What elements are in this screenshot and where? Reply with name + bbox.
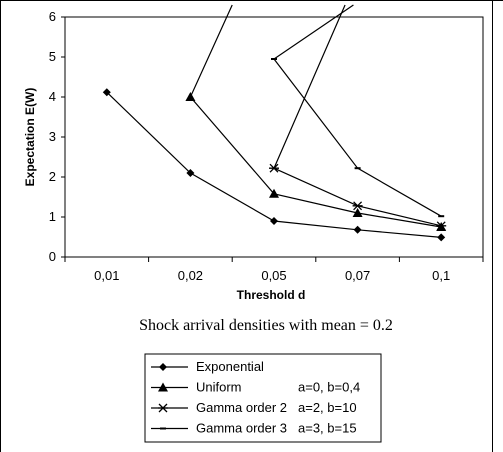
legend-marker xyxy=(160,427,166,430)
data-point xyxy=(353,225,362,234)
y-axis: 0 1 2 3 4 5 6 xyxy=(49,9,65,264)
x-tick-label: 0,1 xyxy=(432,268,450,283)
data-point xyxy=(271,58,277,60)
legend-series-name: Uniform xyxy=(196,380,242,395)
y-tick-label: 1 xyxy=(49,209,56,224)
y-tick-label: 0 xyxy=(49,249,56,264)
data-point xyxy=(270,217,278,225)
series-line xyxy=(189,4,442,228)
legend-series-name: Gamma order 3 xyxy=(196,421,287,436)
y-tick-label: 2 xyxy=(49,169,56,184)
data-point xyxy=(354,167,361,170)
legend-series-params: a=3, b=15 xyxy=(298,421,357,436)
series-line xyxy=(273,4,442,217)
data-point xyxy=(269,163,279,173)
series-line xyxy=(273,4,442,227)
legend-series-params: a=0, b=0,4 xyxy=(298,380,360,395)
legend-marker xyxy=(158,403,168,413)
data-point xyxy=(186,169,195,177)
legend-marker xyxy=(159,363,167,371)
data-point xyxy=(185,92,196,101)
series-line xyxy=(106,91,442,238)
legend-series-name: Exponential xyxy=(196,359,264,374)
x-tick-label: 0,05 xyxy=(261,268,286,283)
legend-series-name: Gamma order 2 xyxy=(196,400,287,415)
x-axis-title: Threshold d xyxy=(237,288,306,302)
legend: Exponential Uniform a=0, b=0,4 Gamma order … xyxy=(144,353,382,443)
data-point xyxy=(438,215,445,218)
series-layer xyxy=(102,4,447,242)
series-4 xyxy=(271,4,445,218)
x-tick-label: 0,01 xyxy=(94,268,119,283)
data-point xyxy=(436,221,447,231)
data-point xyxy=(102,88,111,97)
x-tick-label: 0,02 xyxy=(178,268,203,283)
data-point xyxy=(269,188,279,198)
data-point xyxy=(352,201,363,211)
legend-box xyxy=(144,353,382,443)
data-point xyxy=(437,233,446,242)
data-point xyxy=(352,208,363,217)
y-tick-label: 3 xyxy=(49,129,56,144)
series-3 xyxy=(269,4,447,231)
y-tick-label: 4 xyxy=(49,89,56,104)
x-axis: 0,01 0,02 0,05 0,07 0,1 xyxy=(64,256,484,283)
y-tick-label: 5 xyxy=(49,49,56,64)
chart-caption: Shock arrival densities with mean = 0.2 xyxy=(139,317,393,334)
x-tick-label: 0,07 xyxy=(345,268,370,283)
y-tick-label: 6 xyxy=(49,9,56,24)
legend-marker xyxy=(158,382,168,392)
legend-series-params: a=2, b=10 xyxy=(298,400,357,415)
y-axis-title: Expectation E(W) xyxy=(23,88,37,187)
series-1 xyxy=(102,88,446,242)
